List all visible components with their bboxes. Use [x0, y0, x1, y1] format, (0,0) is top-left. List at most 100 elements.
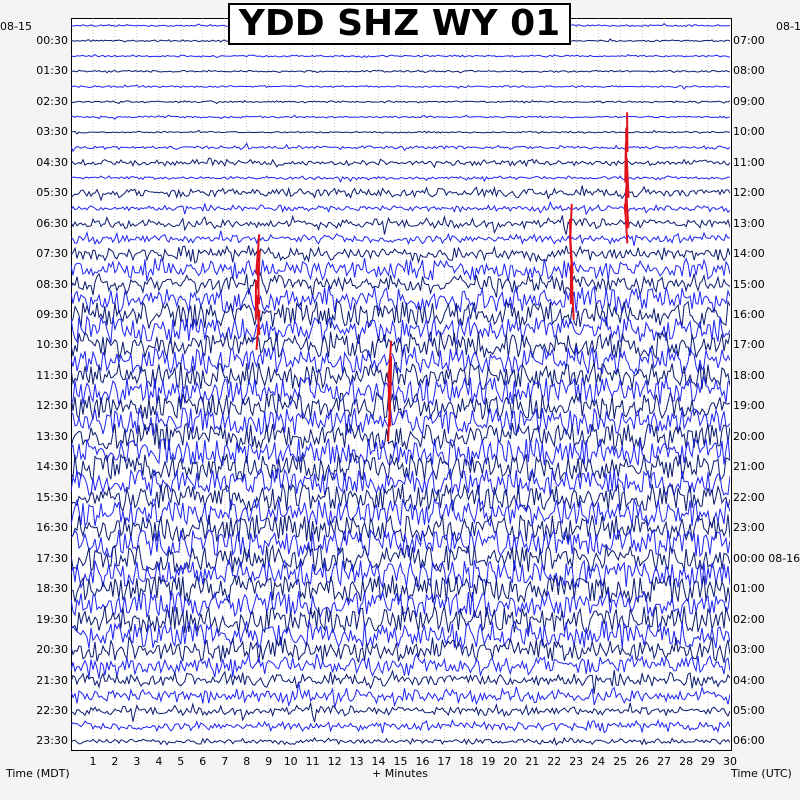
- x-tick-label: 27: [657, 755, 672, 768]
- trace-row: [71, 702, 730, 723]
- x-tick-label: 7: [221, 755, 229, 768]
- left-time-label: 15:30: [36, 490, 68, 504]
- event-marker: [570, 279, 575, 320]
- trace-row: [71, 619, 730, 651]
- x-tick-label: 22: [547, 755, 562, 768]
- right-time-label: 22:00: [733, 490, 765, 504]
- trace-row: [71, 574, 730, 604]
- x-tick-label: 4: [155, 755, 163, 768]
- x-tick-label: 25: [613, 755, 628, 768]
- trace-row: [71, 514, 730, 543]
- left-time-label: 01:30: [36, 64, 68, 78]
- event-marker: [625, 188, 630, 229]
- left-time-label: 09:30: [36, 308, 68, 321]
- trace-row: [71, 244, 730, 264]
- trace-row: [71, 157, 730, 169]
- left-time-label: 02:30: [36, 94, 68, 108]
- left-time-label: 00:30: [36, 33, 68, 47]
- right-time-label: 14:00: [733, 247, 765, 261]
- event-marker: [256, 264, 261, 305]
- right-time-label: 10:00: [733, 125, 765, 139]
- right-time-label: 09:00: [733, 94, 765, 108]
- trace-row: [71, 589, 730, 619]
- left-time-label: 19:30: [36, 612, 68, 626]
- trace-row: [71, 100, 730, 105]
- right-time-label: 06:00: [733, 734, 765, 748]
- trace-row: [71, 200, 730, 216]
- right-time-label: 04:00: [733, 673, 765, 687]
- trace-row: [71, 84, 730, 90]
- x-tick-label: 11: [305, 755, 320, 768]
- right-time-label: 00:00 08-16: [733, 551, 800, 565]
- x-tick-label: 3: [133, 755, 141, 768]
- left-time-label: 03:30: [36, 125, 68, 139]
- trace-row: [71, 330, 730, 360]
- trace-row: [71, 376, 730, 407]
- left-time-label: 23:30: [36, 734, 68, 748]
- trace-row: [71, 558, 730, 590]
- left-time-label: 14:30: [36, 460, 68, 474]
- trace-row: [71, 497, 730, 528]
- seismogram-plot: [71, 18, 730, 749]
- trace-row: [71, 361, 730, 390]
- event-marker: [623, 203, 629, 244]
- x-tick-label: 23: [569, 755, 584, 768]
- left-time-label: 07:30: [36, 247, 68, 261]
- trace-row: [71, 436, 730, 467]
- trace-row: [71, 142, 730, 153]
- x-tick-label: 28: [679, 755, 694, 768]
- event-marker: [255, 310, 261, 351]
- x-tick-label: 20: [503, 755, 518, 768]
- x-axis-left-label: Time (MDT): [6, 767, 70, 780]
- trace-row: [71, 604, 730, 635]
- x-tick-label: 29: [701, 755, 715, 768]
- trace-row: [71, 467, 730, 497]
- left-time-label: 16:30: [36, 521, 68, 535]
- x-tick-label: 6: [199, 755, 207, 768]
- trace-row: [71, 528, 730, 558]
- x-tick-label: 8: [243, 755, 251, 768]
- trace-row: [71, 453, 730, 483]
- trace-row: [71, 214, 730, 235]
- trace-row: [71, 53, 730, 59]
- trace-row: [71, 652, 730, 679]
- x-tick-label: 21: [525, 755, 540, 768]
- x-tick-label: 13: [349, 755, 364, 768]
- trace-row: [71, 272, 730, 298]
- right-time-label: 01:00: [733, 582, 765, 596]
- x-tick-label: 26: [635, 755, 650, 768]
- x-tick-label: 12: [327, 755, 342, 768]
- x-tick-label: 9: [265, 755, 273, 768]
- trace-row: [71, 718, 730, 734]
- trace-row: [71, 669, 730, 694]
- right-time-label: 12:00: [733, 186, 765, 200]
- right-time-label: 05:00: [733, 703, 765, 717]
- event-marker: [387, 401, 392, 442]
- x-tick-label: 17: [437, 755, 452, 768]
- trace-row: [71, 175, 730, 183]
- right-date-label: 08-1: [776, 20, 800, 33]
- trace-row: [71, 407, 730, 437]
- trace-row: [71, 185, 730, 202]
- left-time-label: 12:30: [36, 399, 68, 413]
- right-time-label: 15:00: [733, 277, 765, 291]
- left-time-label: 21:30: [36, 673, 68, 687]
- left-date-label: 08-15: [0, 20, 32, 33]
- x-axis-right-label: Time (UTC): [731, 767, 792, 780]
- trace-row: [71, 391, 730, 421]
- x-tick-label: 24: [591, 755, 606, 768]
- left-time-label: 18:30: [36, 582, 68, 596]
- x-tick-label: 18: [459, 755, 474, 768]
- left-time-label: 17:30: [36, 551, 68, 565]
- left-time-label: 10:30: [36, 338, 68, 352]
- left-time-label: 08:30: [36, 277, 68, 291]
- trace-row: [71, 230, 730, 247]
- right-time-label: 23:00: [733, 521, 765, 535]
- trace-row: [71, 736, 730, 746]
- x-tick-label: 14: [371, 755, 386, 768]
- right-time-label: 08:00: [733, 64, 765, 78]
- trace-row: [71, 69, 730, 74]
- trace-row: [71, 682, 730, 708]
- right-time-label: 17:00: [733, 338, 765, 352]
- trace-row: [71, 257, 730, 282]
